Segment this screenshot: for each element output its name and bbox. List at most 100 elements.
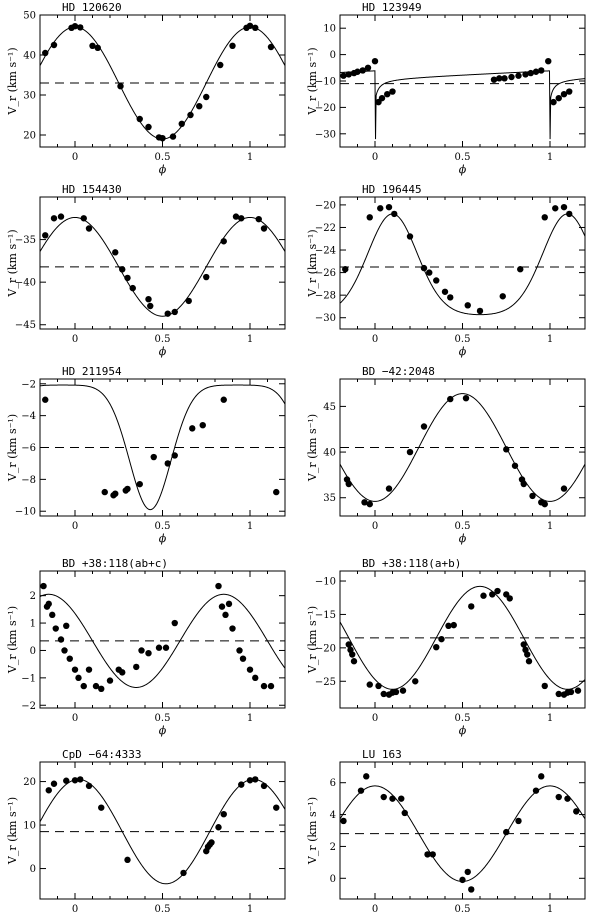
panel-title: BD +38:118(a+b) <box>362 557 461 570</box>
data-point <box>480 592 487 599</box>
data-point <box>406 448 414 456</box>
data-point <box>63 622 70 629</box>
data-point <box>496 75 503 82</box>
data-point <box>389 795 396 802</box>
y-axis-label: V_r (km s⁻¹) <box>6 606 19 674</box>
y-tick-label: −24 <box>315 246 336 257</box>
data-point <box>45 787 52 794</box>
data-point <box>124 485 131 493</box>
data-point <box>238 781 245 788</box>
data-point <box>541 500 548 508</box>
data-point <box>236 647 243 654</box>
x-tick-label: 0 <box>372 521 378 532</box>
y-tick-label: 0 <box>330 874 336 885</box>
y-tick-label: 40 <box>23 51 36 62</box>
orbit-fit-curve <box>340 70 585 140</box>
data-point <box>94 44 101 51</box>
y-tick-label: 0 <box>30 864 36 875</box>
plot-frame <box>39 196 286 330</box>
x-tick-label: 0 <box>372 334 378 345</box>
x-tick-label: 0 <box>72 152 78 163</box>
data-point <box>433 643 440 651</box>
data-point <box>246 666 254 673</box>
data-point <box>71 777 79 784</box>
data-point <box>180 869 187 877</box>
data-point <box>106 677 114 684</box>
y-tick-label: −6 <box>21 443 36 454</box>
y-tick-label: 1 <box>30 619 36 630</box>
data-point <box>527 69 534 77</box>
data-point <box>133 663 140 671</box>
y-tick-label: −28 <box>315 291 336 302</box>
y-tick-label: −4 <box>21 411 36 422</box>
data-point <box>501 75 508 82</box>
plot-frame <box>339 14 586 148</box>
data-point <box>45 600 52 608</box>
data-point <box>574 687 582 694</box>
data-point <box>520 480 527 488</box>
data-point <box>399 687 407 694</box>
plot-frame <box>339 196 586 330</box>
data-point <box>229 625 236 632</box>
x-tick-label: 1 <box>547 713 553 724</box>
data-point <box>354 68 361 75</box>
data-point <box>550 98 557 106</box>
data-point <box>529 492 536 500</box>
data-point <box>412 678 419 685</box>
data-point <box>350 658 358 665</box>
data-point <box>385 203 393 211</box>
data-point <box>164 310 171 317</box>
x-tick-label: 1 <box>247 152 253 163</box>
data-point <box>124 274 131 282</box>
data-point <box>112 490 119 497</box>
orbit-fit-curve <box>40 593 285 688</box>
data-point <box>85 225 93 232</box>
x-tick-label: 0 <box>372 904 378 912</box>
data-point <box>89 42 96 49</box>
data-point <box>391 210 398 218</box>
panel-4: HD 196445 0 0.5 1 −30 −28 −26 −24 −22 −20 ϕ V_r (km… <box>306 183 586 358</box>
data-point <box>385 485 393 492</box>
data-point <box>545 58 552 65</box>
data-point <box>171 308 178 316</box>
data-point <box>433 277 440 284</box>
data-point <box>490 76 498 83</box>
panel-3: HD 154430 0 0.5 1 −45 −40 −35 ϕ V_r (km s⁻¹) <box>6 183 286 358</box>
data-point <box>42 232 49 239</box>
x-tick-label: 0 <box>72 334 78 345</box>
y-tick-label: 20 <box>23 131 36 142</box>
data-point <box>342 266 349 273</box>
data-point <box>522 71 529 78</box>
data-point <box>101 488 108 496</box>
y-axis-label: V_r (km s⁻¹) <box>6 414 19 482</box>
x-tick-label: 0.5 <box>455 904 471 912</box>
data-point <box>441 288 449 295</box>
data-point <box>77 776 84 783</box>
data-point <box>229 42 236 49</box>
data-point <box>117 83 124 90</box>
data-point <box>50 215 58 222</box>
y-axis-label: V_r (km s⁻¹) <box>306 797 319 865</box>
data-point <box>232 213 240 220</box>
data-point <box>359 67 366 74</box>
orbit-fit-curve <box>340 213 585 316</box>
data-point <box>52 625 59 632</box>
data-point <box>525 658 533 665</box>
data-point <box>468 603 475 610</box>
y-tick-label: 50 <box>23 11 36 22</box>
data-point <box>49 611 56 619</box>
y-tick-label: −1 <box>21 673 36 684</box>
data-point <box>345 71 352 78</box>
x-axis-label: ϕ <box>459 532 467 545</box>
data-point <box>532 787 540 794</box>
data-point <box>260 682 268 690</box>
x-tick-label: 1 <box>547 521 553 532</box>
data-point <box>538 773 545 780</box>
data-point <box>573 808 580 815</box>
x-tick-label: 1 <box>547 152 553 163</box>
x-tick-label: 1 <box>547 334 553 345</box>
panel-title: HD 123949 <box>362 1 422 14</box>
data-point <box>517 266 524 273</box>
data-point <box>92 682 100 690</box>
